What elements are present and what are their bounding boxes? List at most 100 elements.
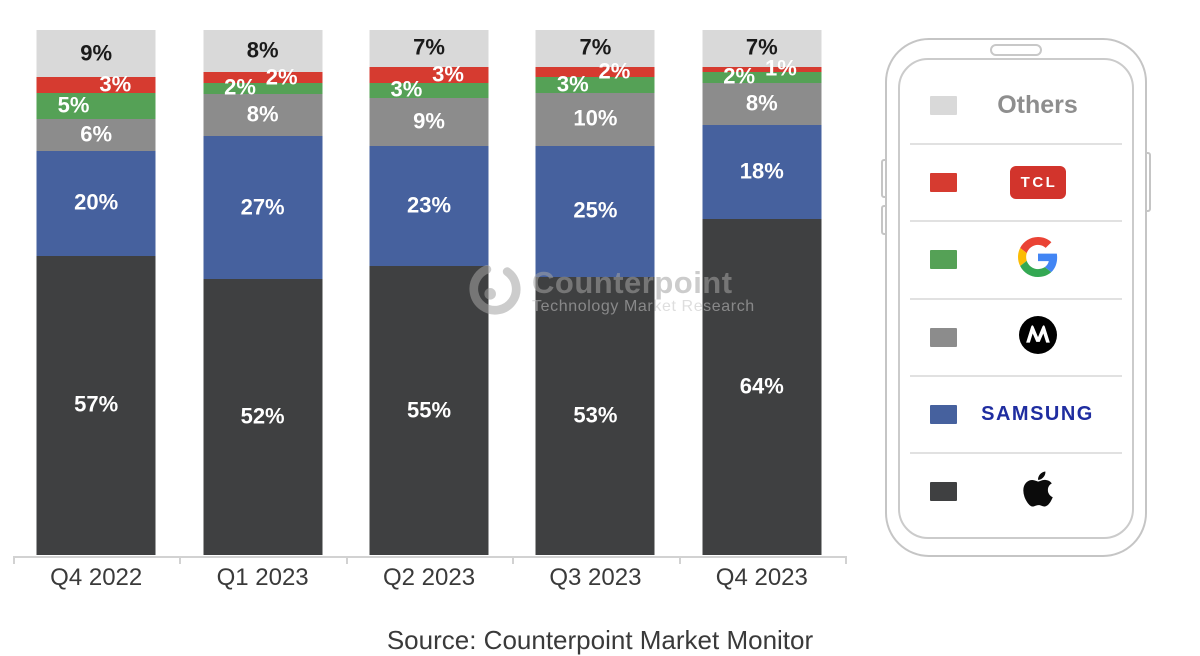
bar-segment-google: 2% bbox=[702, 64, 822, 89]
segment-value-label: 5% bbox=[57, 92, 90, 118]
segment-value-label: 3% bbox=[432, 61, 464, 87]
bar-segment-motorola: 6% bbox=[36, 119, 156, 151]
bar-segment-google: 3% bbox=[369, 77, 489, 102]
phone-speaker-icon bbox=[990, 44, 1042, 56]
phone-screen: Others TCL bbox=[898, 58, 1134, 539]
x-axis-label: Q4 2023 bbox=[715, 564, 808, 591]
bar-segment-tcl: 3% bbox=[36, 72, 156, 97]
x-axis-labels: Q4 2022 Q1 2023 Q2 2023 Q3 2023 Q4 2023 bbox=[13, 564, 845, 592]
tcl-logo-icon: TCL bbox=[1009, 166, 1066, 200]
segment-value-label: 1% bbox=[764, 55, 797, 81]
phone-power-button-icon bbox=[1143, 152, 1151, 212]
segment-value-label: 2% bbox=[224, 74, 256, 100]
bar-segment-motorola: 8% bbox=[203, 93, 323, 137]
phone-volume-button-icon bbox=[881, 205, 889, 235]
bar-slot: 9% 3% 5% 6% 20% 57% bbox=[13, 30, 179, 555]
axis-tick bbox=[678, 556, 681, 564]
samsung-wordmark: SAMSUNG bbox=[981, 402, 1094, 425]
bar-segment-google: 3% bbox=[535, 72, 655, 97]
bar-segment-samsung: 23% bbox=[369, 145, 489, 267]
google-logo-icon bbox=[1017, 237, 1058, 282]
legend-row-others: Others bbox=[900, 68, 1132, 143]
bar-slot: 7% 3% 3% 9% 23% 55% bbox=[346, 30, 512, 555]
bar-slot: 7% 1% 2% 8% 18% 64% bbox=[679, 30, 845, 555]
segment-value-label: 8% bbox=[246, 37, 279, 63]
source-note: Source: Counterpoint Market Monitor bbox=[386, 625, 814, 655]
bar-slot: 7% 2% 3% 10% 25% 53% bbox=[512, 30, 678, 555]
segment-value-label: 9% bbox=[413, 108, 445, 134]
bar-segment-tcl: 1% bbox=[702, 56, 822, 81]
motorola-swatch bbox=[930, 327, 957, 347]
segment-value-label: 8% bbox=[246, 101, 279, 127]
chart-area: 9% 3% 5% 6% 20% 57% 8% 2% 2% 8% 27% 52% 7% 3% 3% 9% 23% 5… bbox=[13, 30, 845, 555]
bar-segment-samsung: 20% bbox=[36, 150, 156, 256]
legend-row-samsung: SAMSUNG bbox=[900, 377, 1132, 452]
x-axis-label: Q3 2023 bbox=[549, 564, 642, 591]
bar-segment-others: 8% bbox=[203, 30, 323, 73]
phone-legend: Others TCL bbox=[881, 38, 1151, 557]
bar-segment-apple: 64% bbox=[702, 219, 822, 555]
segment-value-label: 52% bbox=[240, 403, 285, 429]
google-swatch bbox=[930, 250, 957, 270]
segment-value-label: 7% bbox=[579, 34, 612, 60]
legend-divider bbox=[910, 220, 1122, 223]
tcl-swatch bbox=[930, 173, 957, 193]
bar-segment-motorola: 9% bbox=[369, 98, 489, 146]
segment-value-label: 9% bbox=[80, 40, 113, 66]
segment-value-label: 2% bbox=[598, 58, 631, 84]
legend-divider bbox=[910, 143, 1122, 146]
stacked-bar-q3-2023: 7% 2% 3% 10% 25% 53% bbox=[535, 30, 655, 555]
others-label: Others bbox=[997, 91, 1078, 120]
axis-tick bbox=[512, 556, 515, 564]
bar-segment-others: 7% bbox=[702, 30, 822, 67]
segment-value-label: 20% bbox=[74, 189, 119, 215]
axis-tick bbox=[345, 556, 348, 564]
axis-tick bbox=[13, 556, 15, 564]
segment-value-label: 2% bbox=[723, 63, 756, 89]
bar-segment-others: 7% bbox=[369, 30, 489, 67]
legend-row-google bbox=[900, 222, 1132, 297]
segment-value-label: 57% bbox=[74, 391, 119, 417]
segment-value-label: 6% bbox=[80, 121, 113, 147]
bar-segment-apple: 57% bbox=[36, 255, 156, 555]
x-axis-label: Q1 2023 bbox=[216, 564, 309, 591]
segment-value-label: 10% bbox=[573, 105, 618, 131]
segment-value-label: 8% bbox=[745, 89, 778, 115]
segment-value-label: 3% bbox=[556, 71, 589, 97]
segment-value-label: 3% bbox=[99, 71, 132, 97]
segment-value-label: 53% bbox=[573, 402, 618, 428]
legend-row-apple bbox=[900, 454, 1132, 529]
x-axis-label: Q4 2022 bbox=[50, 564, 143, 591]
bar-segment-apple: 53% bbox=[535, 276, 655, 555]
samsung-swatch bbox=[930, 404, 957, 424]
bar-segment-google: 5% bbox=[36, 92, 156, 120]
legend-divider bbox=[910, 451, 1122, 454]
bar-segment-motorola: 10% bbox=[535, 93, 655, 146]
axis-tick bbox=[845, 556, 847, 564]
segment-value-label: 64% bbox=[739, 373, 784, 399]
bar-segment-apple: 55% bbox=[369, 266, 489, 555]
bar-segment-tcl: 2% bbox=[203, 64, 323, 89]
bar-segment-motorola: 8% bbox=[702, 82, 822, 125]
stacked-bar-q2-2023: 7% 3% 3% 9% 23% 55% bbox=[369, 30, 489, 555]
legend-divider bbox=[910, 374, 1122, 377]
bar-segment-apple: 52% bbox=[203, 279, 323, 555]
bar-segment-samsung: 18% bbox=[702, 124, 822, 219]
bar-segment-others: 9% bbox=[36, 30, 156, 78]
x-axis-label: Q2 2023 bbox=[382, 564, 476, 591]
others-swatch bbox=[930, 96, 957, 116]
bar-segment-samsung: 27% bbox=[203, 136, 323, 280]
bar-segment-samsung: 25% bbox=[535, 145, 655, 277]
legend-row-motorola bbox=[900, 300, 1132, 375]
legend-row-tcl: TCL bbox=[900, 145, 1132, 220]
segment-value-label: 27% bbox=[240, 194, 285, 220]
bar-segment-google: 2% bbox=[203, 75, 323, 100]
segment-value-label: 55% bbox=[406, 397, 452, 423]
stacked-bar-q4-2022: 9% 3% 5% 6% 20% 57% bbox=[36, 30, 156, 555]
apple-swatch bbox=[930, 481, 957, 501]
segment-value-label: 18% bbox=[739, 158, 784, 184]
segment-value-label: 25% bbox=[573, 197, 618, 223]
axis-tick bbox=[179, 556, 182, 564]
stacked-bar-q1-2023: 8% 2% 2% 8% 27% 52% bbox=[203, 30, 323, 555]
bar-segment-others: 7% bbox=[535, 30, 655, 67]
